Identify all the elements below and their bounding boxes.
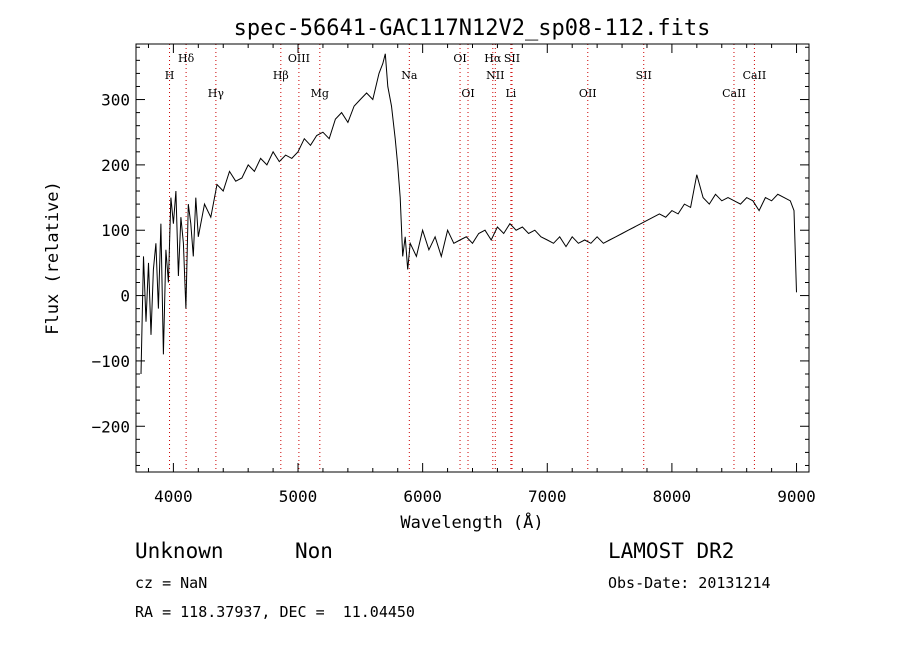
y-axis-label: Flux (relative): [43, 181, 63, 335]
spectrum-line: [140, 53, 797, 375]
plot-frame: [135, 43, 810, 473]
spectrum-chart: spec-56641-GAC117N12V2_sp08-112.fits HHδ…: [43, 16, 816, 533]
spectral-subclass: Non: [295, 539, 333, 563]
spectral-line-label: Li: [505, 87, 516, 100]
x-tick-label: 8000: [653, 487, 692, 506]
chart-title: spec-56641-GAC117N12V2_sp08-112.fits: [234, 16, 711, 41]
y-tick-label: 100: [101, 221, 130, 240]
y-tick-label: 0: [120, 287, 130, 306]
spectral-line-label: Hγ: [208, 87, 225, 100]
spectral-line-label: OII: [579, 87, 597, 100]
y-tick-label: 300: [101, 91, 130, 110]
x-tick-label: 4000: [154, 487, 193, 506]
survey-name: LAMOST DR2: [608, 539, 735, 563]
x-tick-label: 7000: [528, 487, 567, 506]
spectral-line-label: NII: [486, 69, 504, 82]
observation-date: Obs-Date: 20131214: [608, 574, 771, 592]
spectral-line-label: Hβ: [273, 69, 289, 82]
spectral-line-label: SII: [504, 52, 520, 65]
spectral-class: Unknown: [135, 539, 224, 563]
spectral-line-label: OIII: [288, 52, 310, 65]
ra-dec-coordinates: RA = 118.37937, DEC = 11.04450: [135, 603, 415, 621]
spectral-line-label: CaII: [722, 87, 746, 100]
spectral-line-label: OI: [453, 52, 466, 65]
axis-ticks: 4000 5000 6000 7000 8000 9000 −200 −100 0 100 200 3…: [91, 44, 816, 506]
redshift-value: cz = NaN: [135, 574, 208, 592]
x-tick-label: 9000: [777, 487, 816, 506]
spectral-line-label: Hα: [484, 52, 502, 65]
x-tick-label: 5000: [279, 487, 318, 506]
spectral-line-label: CaII: [743, 69, 767, 82]
spectral-line-label: OI: [461, 87, 474, 100]
spectral-line-label: Mg: [311, 87, 329, 100]
y-tick-label: 200: [101, 156, 130, 175]
x-axis-label: Wavelength (Å): [400, 511, 543, 533]
spectral-line-label: SII: [636, 69, 652, 82]
spectral-line-label: H: [165, 69, 175, 82]
spectral-line-label: Hδ: [178, 52, 195, 65]
x-tick-label: 6000: [403, 487, 442, 506]
y-tick-label: −100: [91, 352, 130, 371]
spectral-line-label: Na: [401, 69, 418, 82]
y-tick-label: −200: [91, 417, 130, 436]
